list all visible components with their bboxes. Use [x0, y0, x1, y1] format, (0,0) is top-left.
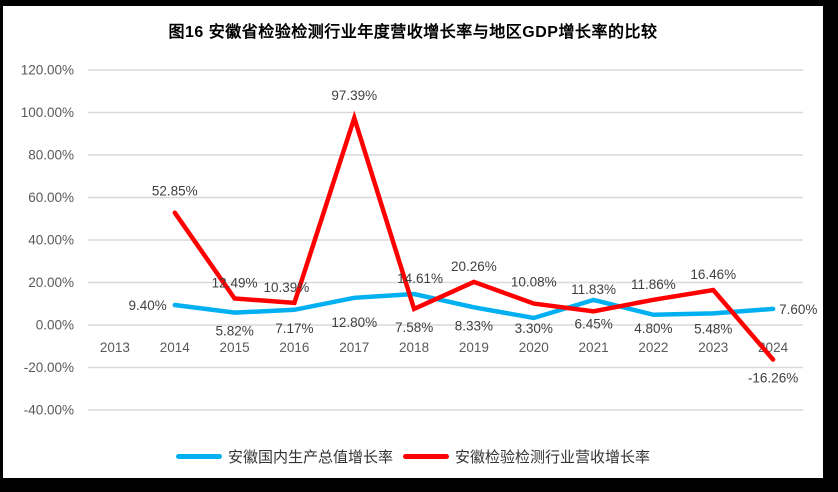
legend-label: 安徽检验检测行业营收增长率 [455, 449, 651, 466]
x-tick-label: 2015 [220, 340, 250, 355]
data-label-gdp-line-2024: 7.60% [779, 302, 817, 317]
y-tick-label: -40.00% [24, 403, 74, 418]
y-tick-label: 100.00% [21, 105, 74, 120]
x-tick-label: 2021 [579, 340, 609, 355]
y-tick-label: 40.00% [28, 233, 74, 248]
data-label-revenue-line-2014: 52.85% [152, 184, 198, 199]
x-tick-label: 2023 [698, 340, 728, 355]
data-label-gdp-line-2022: 4.80% [634, 321, 672, 336]
legend-swatch-revenue-line [403, 454, 449, 459]
y-tick-label: 80.00% [28, 148, 74, 163]
data-label-gdp-line-2018: 14.61% [397, 271, 443, 286]
data-label-gdp-line-2019: 8.33% [455, 318, 493, 333]
y-tick-label: -20.00% [24, 360, 74, 375]
data-label-revenue-line-2021: 6.45% [574, 316, 612, 331]
chart-container: 图16 安徽省检验检测行业年度营收增长率与地区GDP增长率的比较 120.00%… [3, 6, 823, 478]
chart-legend: 安徽国内生产总值增长率 安徽检验检测行业营收增长率 [3, 446, 823, 467]
data-label-gdp-line-2015: 5.82% [215, 324, 253, 339]
legend-item-gdp-line: 安徽国内生产总值增长率 [175, 446, 393, 467]
data-label-gdp-line-2016: 7.17% [275, 321, 313, 336]
x-tick-label: 2013 [100, 340, 130, 355]
line-chart-plot: 120.00% 100.00% 80.00% 60.00% 40.00% 20.00% 0.… [21, 63, 818, 418]
data-label-revenue-line-2018: 7.58% [395, 320, 433, 335]
data-label-revenue-line-2015: 12.49% [212, 275, 258, 290]
legend-item-revenue-line: 安徽检验检测行业营收增长率 [403, 446, 650, 467]
x-tick-label: 2022 [638, 340, 668, 355]
data-label-gdp-line-2021: 11.83% [571, 282, 616, 297]
x-tick-label: 2014 [160, 340, 191, 355]
legend-swatch-gdp-line [175, 454, 222, 459]
x-tick-label: 2017 [339, 340, 369, 355]
legend-label: 安徽国内生产总值增长率 [227, 449, 393, 466]
data-label-revenue-line-2022: 11.86% [631, 277, 676, 292]
data-label-gdp-line-2017: 12.80% [331, 315, 377, 330]
data-label-gdp-line-2023: 5.48% [694, 321, 732, 336]
x-tick-label: 2019 [459, 340, 489, 355]
y-tick-label: 60.00% [28, 190, 74, 205]
data-label-revenue-line-2020: 10.08% [511, 275, 557, 290]
y-tick-label: 20.00% [28, 275, 74, 290]
x-tick-label: 2018 [399, 340, 429, 355]
data-label-revenue-line-2016: 10.39% [264, 280, 310, 295]
data-label-gdp-line-2014: 9.40% [128, 298, 166, 313]
data-label-revenue-line-2023: 16.46% [690, 267, 736, 282]
data-label-gdp-line-2020: 3.30% [515, 321, 553, 336]
gdp-line [172, 291, 776, 321]
y-tick-label: 0.00% [36, 318, 74, 333]
x-tick-label: 2016 [279, 340, 309, 355]
data-label-revenue-line-2019: 20.26% [451, 259, 497, 274]
x-tick-label: 2020 [519, 340, 549, 355]
data-label-revenue-line-2017: 97.39% [331, 88, 377, 103]
chart-title: 图16 安徽省检验检测行业年度营收增长率与地区GDP增长率的比较 [168, 24, 658, 41]
y-tick-label: 120.00% [21, 63, 74, 78]
data-label-revenue-line-2024: -16.26% [748, 371, 798, 386]
revenue-line [172, 110, 776, 362]
